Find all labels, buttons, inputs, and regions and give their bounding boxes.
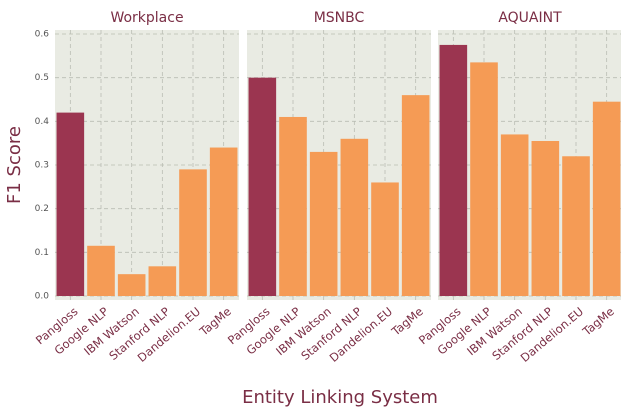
bar <box>209 147 238 296</box>
facet-title: Workplace <box>110 10 183 26</box>
y-tick-label: 0.0 <box>35 292 50 302</box>
bar <box>470 62 498 297</box>
bar <box>439 44 468 296</box>
facet-title: MSNBC <box>314 10 365 26</box>
bar <box>117 274 146 296</box>
bar <box>500 134 529 296</box>
y-tick-label: 0.6 <box>35 30 50 40</box>
bar <box>279 116 307 296</box>
bar <box>592 101 621 296</box>
bar <box>371 182 399 296</box>
y-tick-label: 0.1 <box>35 248 49 258</box>
bar <box>148 266 177 296</box>
bar <box>87 245 115 296</box>
bar <box>531 140 560 296</box>
bar <box>309 151 338 296</box>
x-tick-label: TagMe <box>579 304 617 339</box>
y-axis-title: F1 Score <box>4 126 25 204</box>
facet-title: AQUAINT <box>498 10 562 26</box>
x-axis-title: Entity Linking System <box>242 387 438 408</box>
bar <box>340 138 369 296</box>
bar <box>248 77 277 297</box>
bar <box>56 112 85 296</box>
bar <box>562 156 590 296</box>
bar <box>179 169 207 296</box>
y-tick-label: 0.3 <box>35 161 49 171</box>
y-tick-label: 0.4 <box>35 117 50 127</box>
y-tick-label: 0.2 <box>35 204 49 214</box>
y-tick-label: 0.5 <box>35 73 49 83</box>
bar <box>401 95 430 296</box>
